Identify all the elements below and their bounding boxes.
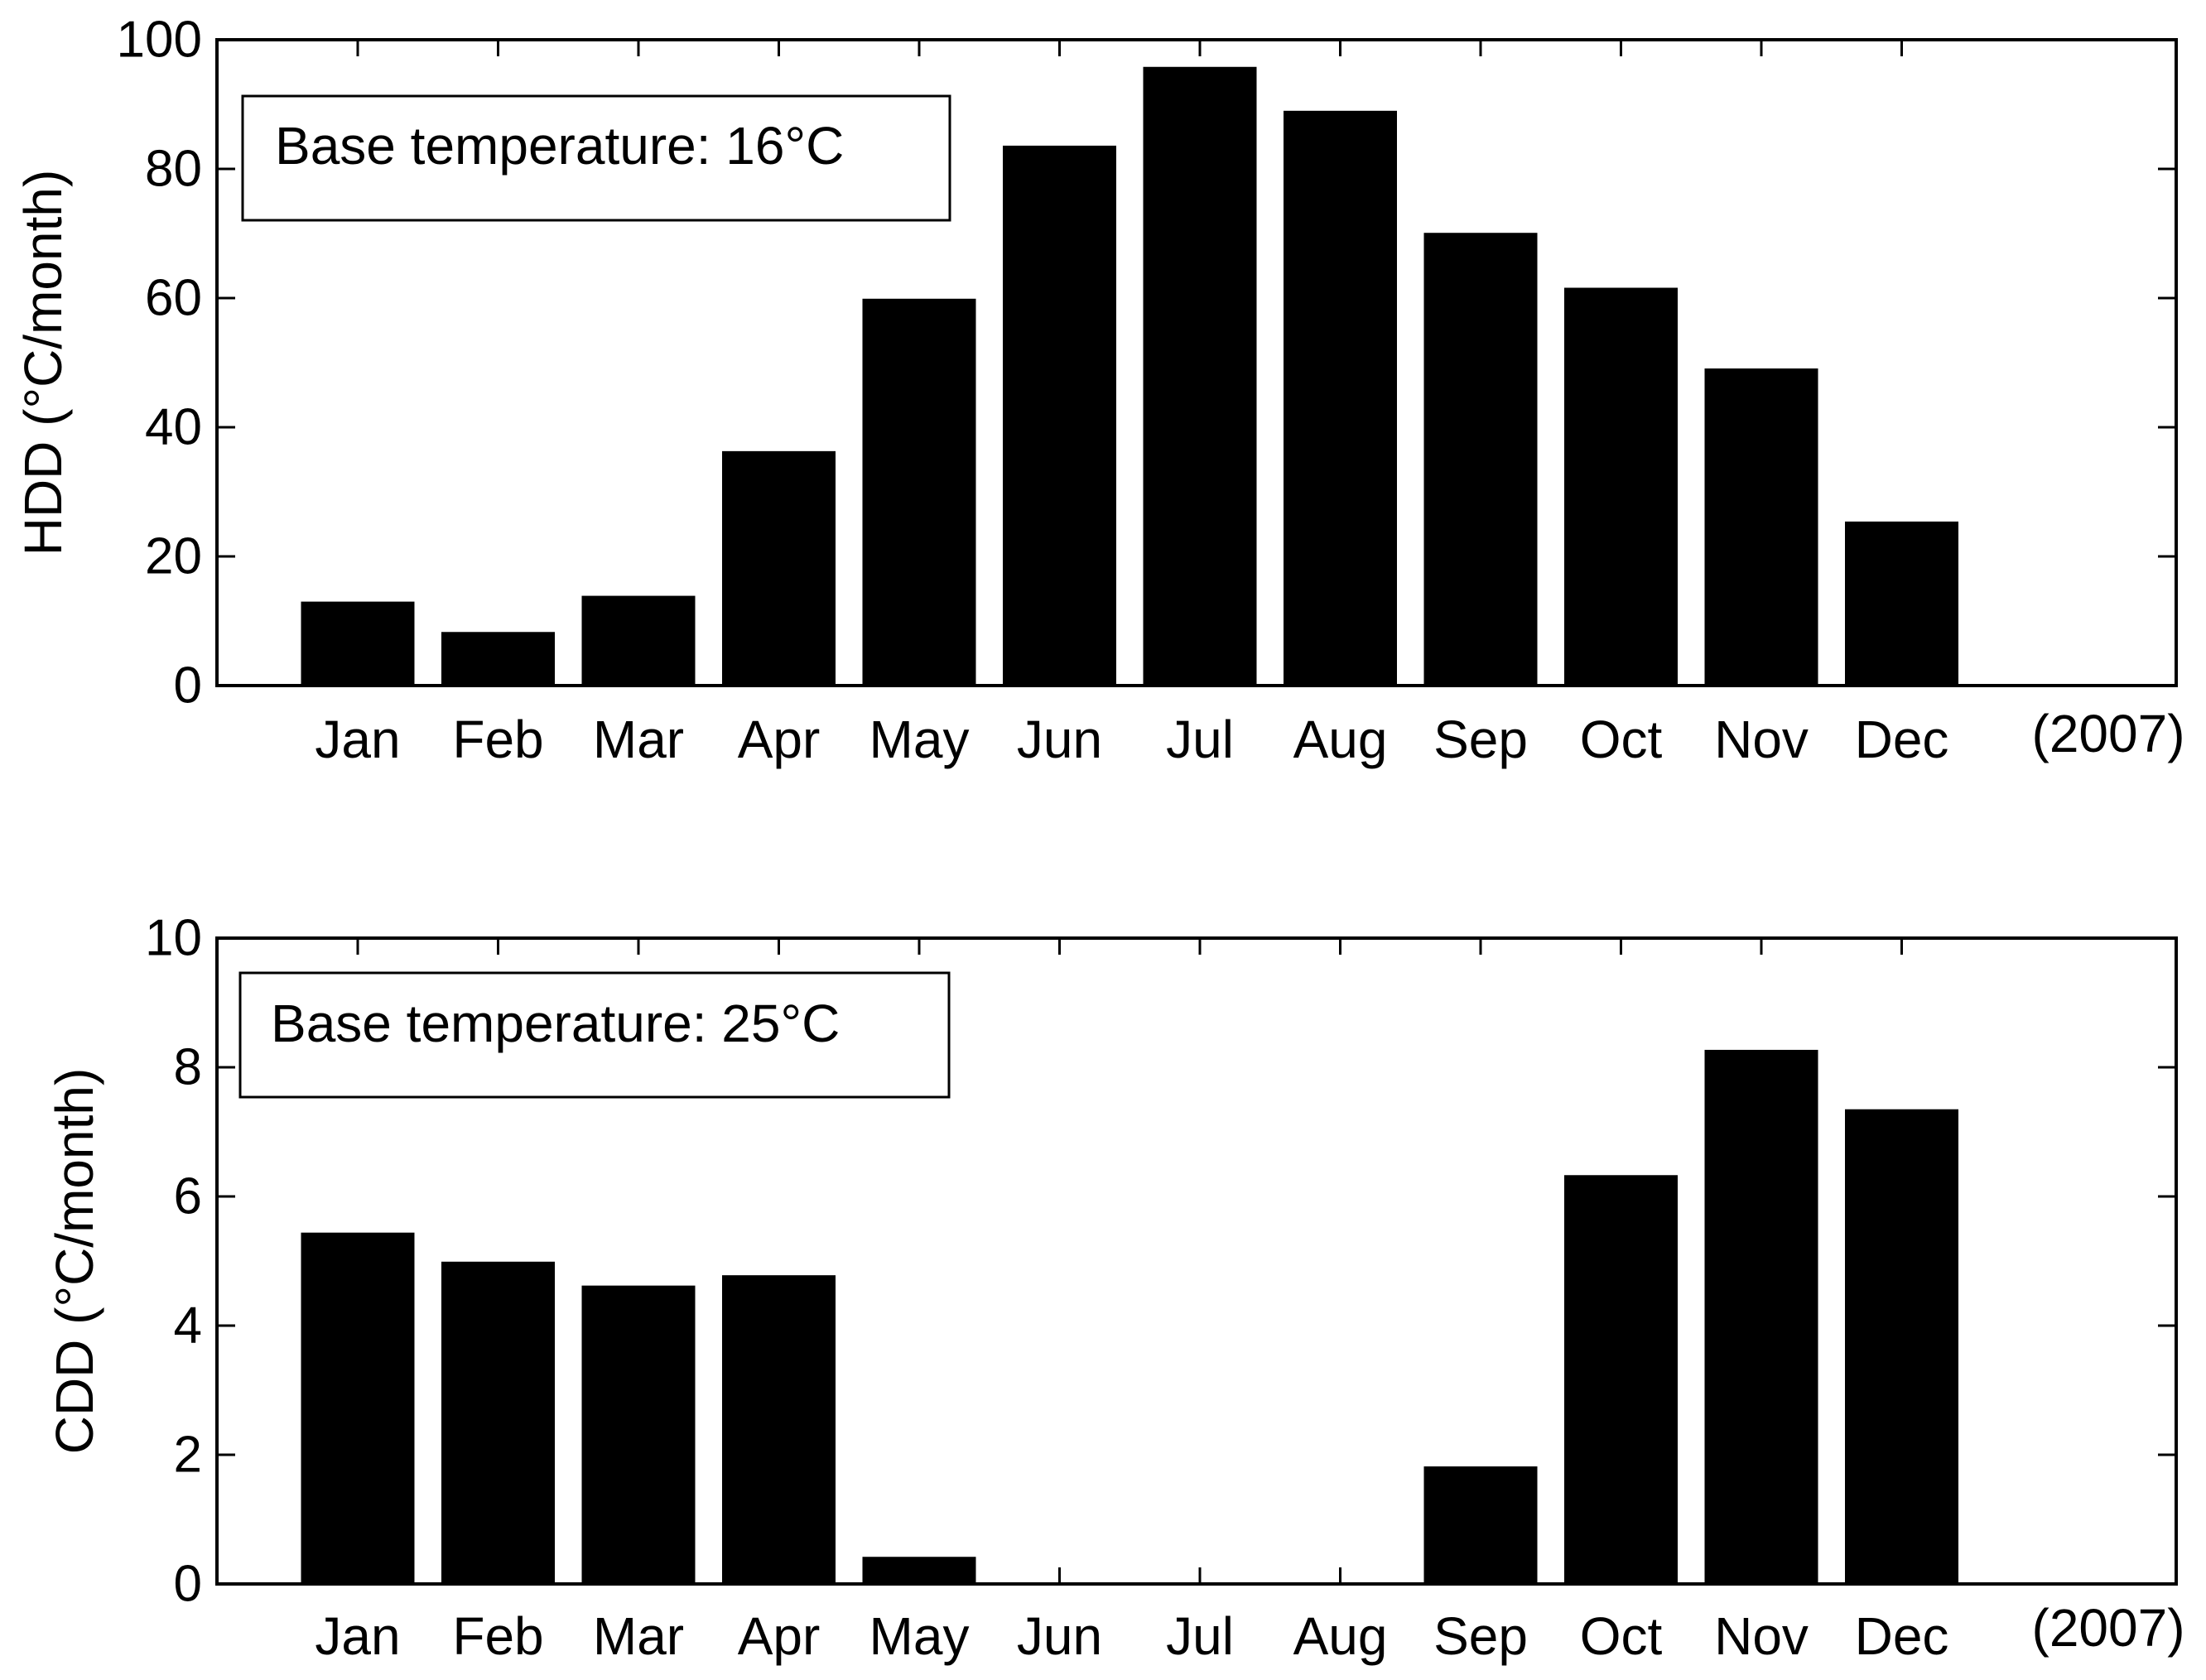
bar-oct bbox=[1564, 287, 1678, 686]
x-tick-label-oct: Oct bbox=[1580, 710, 1663, 769]
y-tick-label: 60 bbox=[145, 270, 202, 327]
y-tick-label: 20 bbox=[145, 528, 202, 585]
annotation-text: Base temperature: 16°C bbox=[275, 116, 844, 176]
x-tick-label-mar: Mar bbox=[593, 1606, 684, 1666]
y-axis-title: CDD (°C/month) bbox=[45, 1068, 104, 1455]
x-tick-label-dec: Dec bbox=[1855, 710, 1949, 769]
x-tick-label-jun: Jun bbox=[1017, 710, 1102, 769]
year-label: (2007) bbox=[2032, 704, 2185, 763]
y-tick-label: 80 bbox=[145, 141, 202, 198]
y-tick-label: 40 bbox=[145, 399, 202, 456]
bar-apr bbox=[722, 1275, 836, 1584]
bar-aug bbox=[1284, 110, 1397, 686]
x-tick-label-jan: Jan bbox=[315, 1606, 400, 1666]
x-tick-label-sep: Sep bbox=[1433, 710, 1528, 769]
x-tick-label-jul: Jul bbox=[1166, 1606, 1234, 1666]
y-tick-label: 100 bbox=[117, 12, 202, 69]
x-tick-label-aug: Aug bbox=[1293, 710, 1388, 769]
x-tick-label-jun: Jun bbox=[1017, 1606, 1102, 1666]
x-tick-label-feb: Feb bbox=[452, 710, 543, 769]
chart-2: 0 2 4 6 8 10 Jan Feb Mar Apr May Jun Jul Aug Sep Oct Nov… bbox=[45, 910, 2185, 1667]
bar-feb bbox=[441, 1261, 555, 1584]
annotation-box bbox=[238, 971, 951, 1099]
x-tick-label-apr: Apr bbox=[738, 710, 821, 769]
y-tick-label: 0 bbox=[174, 657, 202, 715]
bar-apr bbox=[722, 450, 836, 686]
x-tick-label-feb: Feb bbox=[452, 1606, 543, 1666]
bar-dec bbox=[1845, 521, 1958, 686]
y-tick-label: 0 bbox=[174, 1556, 202, 1613]
annotation-text: Base temperature: 25°C bbox=[271, 994, 840, 1053]
bar-may bbox=[862, 298, 976, 686]
x-tick-label-may: May bbox=[869, 1606, 970, 1666]
bar-sep bbox=[1423, 1466, 1538, 1584]
bar-jul bbox=[1143, 66, 1257, 686]
x-tick-label-may: May bbox=[869, 710, 970, 769]
x-tick-label-aug: Aug bbox=[1293, 1606, 1388, 1666]
x-tick-label-dec: Dec bbox=[1855, 1606, 1949, 1666]
bar-jun bbox=[1003, 145, 1116, 686]
x-tick-label-jul: Jul bbox=[1166, 710, 1234, 769]
bar-mar bbox=[581, 1285, 696, 1584]
y-tick-label: 8 bbox=[174, 1039, 202, 1096]
y-tick-label: 4 bbox=[174, 1297, 202, 1355]
x-tick-label-oct: Oct bbox=[1580, 1606, 1663, 1666]
bar-nov bbox=[1704, 368, 1818, 686]
y-tick-label: 2 bbox=[174, 1427, 202, 1484]
x-tick-label-jan: Jan bbox=[315, 710, 400, 769]
x-tick-label-mar: Mar bbox=[593, 710, 684, 769]
bar-jan bbox=[301, 1232, 415, 1584]
x-tick-label-apr: Apr bbox=[738, 1606, 821, 1666]
plot-frame bbox=[215, 38, 2178, 687]
annotation-box bbox=[241, 94, 951, 222]
y-tick-label: 6 bbox=[174, 1168, 202, 1225]
bar-sep bbox=[1423, 233, 1538, 686]
y-axis-title: HDD (°C/month) bbox=[13, 170, 73, 556]
chart-1: 0 20 40 60 80 100 Jan Feb Mar Apr May Jun Jul Aug Sep O… bbox=[13, 12, 2185, 770]
bar-nov bbox=[1704, 1049, 1818, 1584]
bar-oct bbox=[1564, 1175, 1678, 1584]
bar-dec bbox=[1845, 1109, 1958, 1584]
plot-frame bbox=[215, 936, 2178, 1586]
year-label: (2007) bbox=[2032, 1598, 2185, 1658]
x-tick-label-nov: Nov bbox=[1714, 1606, 1809, 1666]
x-tick-label-sep: Sep bbox=[1433, 1606, 1528, 1666]
x-tick-label-nov: Nov bbox=[1714, 710, 1809, 769]
y-tick-label: 10 bbox=[145, 910, 202, 967]
